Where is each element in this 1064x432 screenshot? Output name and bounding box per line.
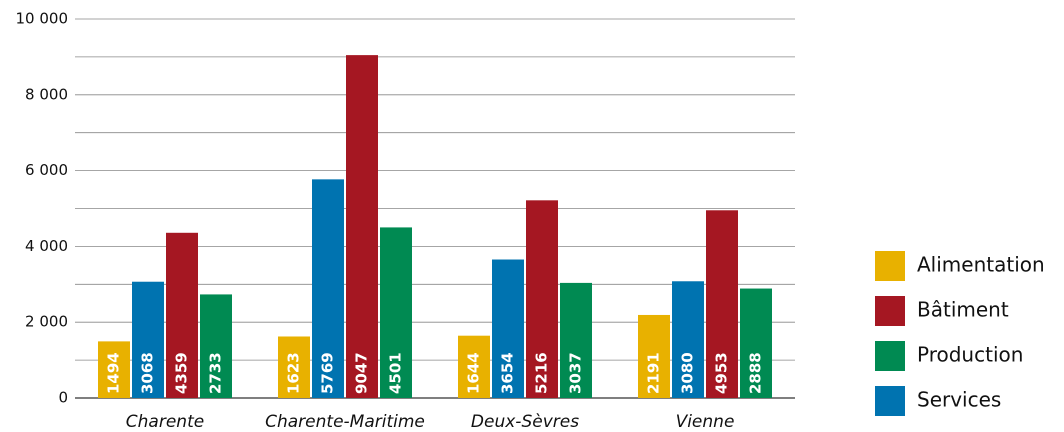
legend-label: Bâtiment: [917, 298, 1009, 322]
bar: [200, 294, 232, 398]
y-tick-label: 2 000: [25, 313, 68, 331]
x-tick-label: Deux-Sèvres: [471, 412, 579, 432]
bar: [638, 314, 670, 398]
bar: [672, 281, 704, 398]
legend-swatch: [875, 386, 905, 416]
y-tick-label: 10 000: [16, 10, 69, 28]
x-tick-label: Charente: [126, 412, 204, 432]
value-label: 5769: [319, 352, 337, 394]
bar: [526, 200, 558, 398]
legend-swatch: [875, 251, 905, 281]
value-label: 1644: [465, 352, 483, 394]
legend-label: Services: [917, 388, 1001, 412]
y-tick-label: 0: [58, 389, 68, 407]
bar: [346, 55, 378, 398]
bar: [706, 210, 738, 398]
x-tick-label: Charente-Maritime: [265, 412, 425, 432]
x-tick-label: Vienne: [676, 412, 735, 432]
value-label: 4953: [713, 352, 731, 394]
bar: [740, 288, 772, 398]
bar: [492, 259, 524, 398]
legend-label: Production: [917, 343, 1023, 367]
legend-label: Alimentation: [917, 253, 1045, 277]
value-label: 3037: [567, 352, 585, 394]
value-label: 4359: [173, 352, 191, 394]
bar: [560, 282, 592, 398]
value-label: 1623: [285, 352, 303, 394]
bar: [166, 232, 198, 398]
legend-swatch: [875, 296, 905, 326]
bar: [98, 341, 130, 398]
value-label: 1494: [105, 352, 123, 394]
value-label: 4501: [387, 352, 405, 394]
value-label: 3068: [139, 352, 157, 394]
y-tick-label: 8 000: [25, 85, 68, 103]
y-tick-label: 4 000: [25, 237, 68, 255]
bar: [132, 281, 164, 398]
value-label: 3654: [499, 352, 517, 394]
value-label: 5216: [533, 352, 551, 394]
legend-swatch: [875, 341, 905, 371]
bar: [380, 227, 412, 398]
y-tick-label: 6 000: [25, 161, 68, 179]
value-label: 2191: [645, 352, 663, 394]
value-label: 9047: [353, 352, 371, 394]
value-label: 2733: [207, 352, 225, 394]
value-label: 3080: [679, 352, 697, 394]
bar: [312, 179, 344, 398]
bar: [458, 335, 490, 398]
value-label: 2888: [747, 352, 765, 394]
bar: [278, 336, 310, 398]
